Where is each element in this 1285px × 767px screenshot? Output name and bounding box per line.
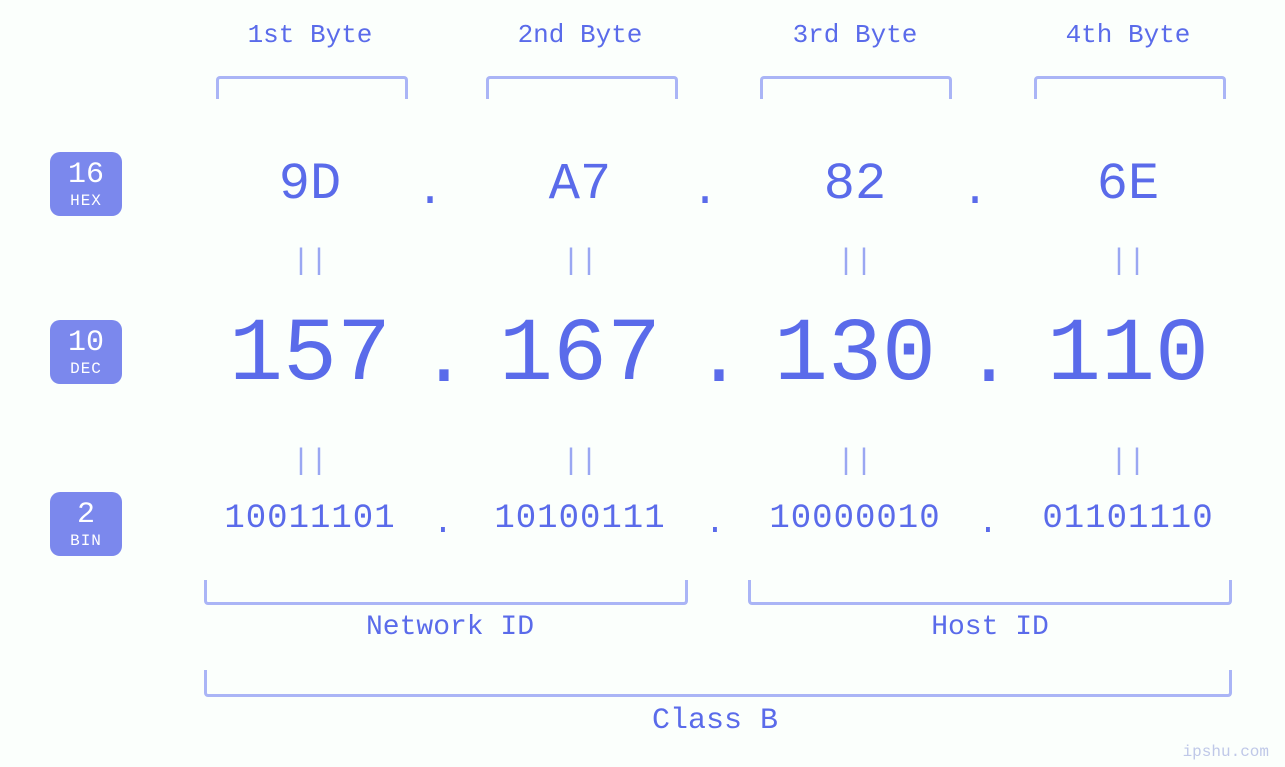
- bin-byte-4: 01101110: [1018, 500, 1238, 538]
- bin-dot-3: .: [973, 505, 1003, 543]
- equals-hex-dec-3: ||: [835, 245, 875, 279]
- badge-dec-number: 10: [50, 328, 122, 358]
- dec-byte-4: 110: [1008, 305, 1248, 407]
- badge-dec-label: DEC: [50, 360, 122, 378]
- hex-byte-3: 82: [755, 155, 955, 214]
- dec-byte-3: 130: [735, 305, 975, 407]
- badge-hex-label: HEX: [50, 192, 122, 210]
- host-bracket: [748, 580, 1232, 605]
- equals-hex-dec-4: ||: [1108, 245, 1148, 279]
- class-bracket: [204, 670, 1232, 697]
- byte-label-4: 4th Byte: [1028, 20, 1228, 50]
- byte-label-1: 1st Byte: [210, 20, 410, 50]
- dec-byte-1: 157: [190, 305, 430, 407]
- badge-hex: 16 HEX: [50, 152, 122, 216]
- equals-hex-dec-1: ||: [290, 245, 330, 279]
- top-bracket-1: [216, 76, 408, 99]
- hex-dot-1: .: [415, 165, 445, 217]
- hex-dot-3: .: [960, 165, 990, 217]
- hex-byte-1: 9D: [210, 155, 410, 214]
- top-bracket-3: [760, 76, 952, 99]
- badge-hex-number: 16: [50, 160, 122, 190]
- badge-bin-label: BIN: [50, 532, 122, 550]
- ip-diagram: 1st Byte 2nd Byte 3rd Byte 4th Byte 16 H…: [0, 0, 1285, 767]
- badge-bin-number: 2: [50, 500, 122, 530]
- bin-byte-1: 10011101: [200, 500, 420, 538]
- dec-dot-3: .: [965, 315, 995, 406]
- equals-dec-bin-4: ||: [1108, 445, 1148, 479]
- bin-byte-2: 10100111: [470, 500, 690, 538]
- badge-dec: 10 DEC: [50, 320, 122, 384]
- top-bracket-4: [1034, 76, 1226, 99]
- bin-dot-2: .: [700, 505, 730, 543]
- dec-dot-1: .: [420, 315, 450, 406]
- host-id-label: Host ID: [840, 612, 1140, 643]
- byte-label-3: 3rd Byte: [755, 20, 955, 50]
- hex-byte-2: A7: [480, 155, 680, 214]
- byte-label-2: 2nd Byte: [480, 20, 680, 50]
- dec-byte-2: 167: [460, 305, 700, 407]
- network-bracket: [204, 580, 688, 605]
- bin-dot-1: .: [428, 505, 458, 543]
- dec-dot-2: .: [695, 315, 725, 406]
- equals-hex-dec-2: ||: [560, 245, 600, 279]
- hex-byte-4: 6E: [1028, 155, 1228, 214]
- equals-dec-bin-1: ||: [290, 445, 330, 479]
- bin-byte-3: 10000010: [745, 500, 965, 538]
- class-label: Class B: [590, 704, 840, 738]
- equals-dec-bin-3: ||: [835, 445, 875, 479]
- network-id-label: Network ID: [300, 612, 600, 643]
- hex-dot-2: .: [690, 165, 720, 217]
- watermark: ipshu.com: [1183, 743, 1269, 761]
- top-bracket-2: [486, 76, 678, 99]
- badge-bin: 2 BIN: [50, 492, 122, 556]
- equals-dec-bin-2: ||: [560, 445, 600, 479]
